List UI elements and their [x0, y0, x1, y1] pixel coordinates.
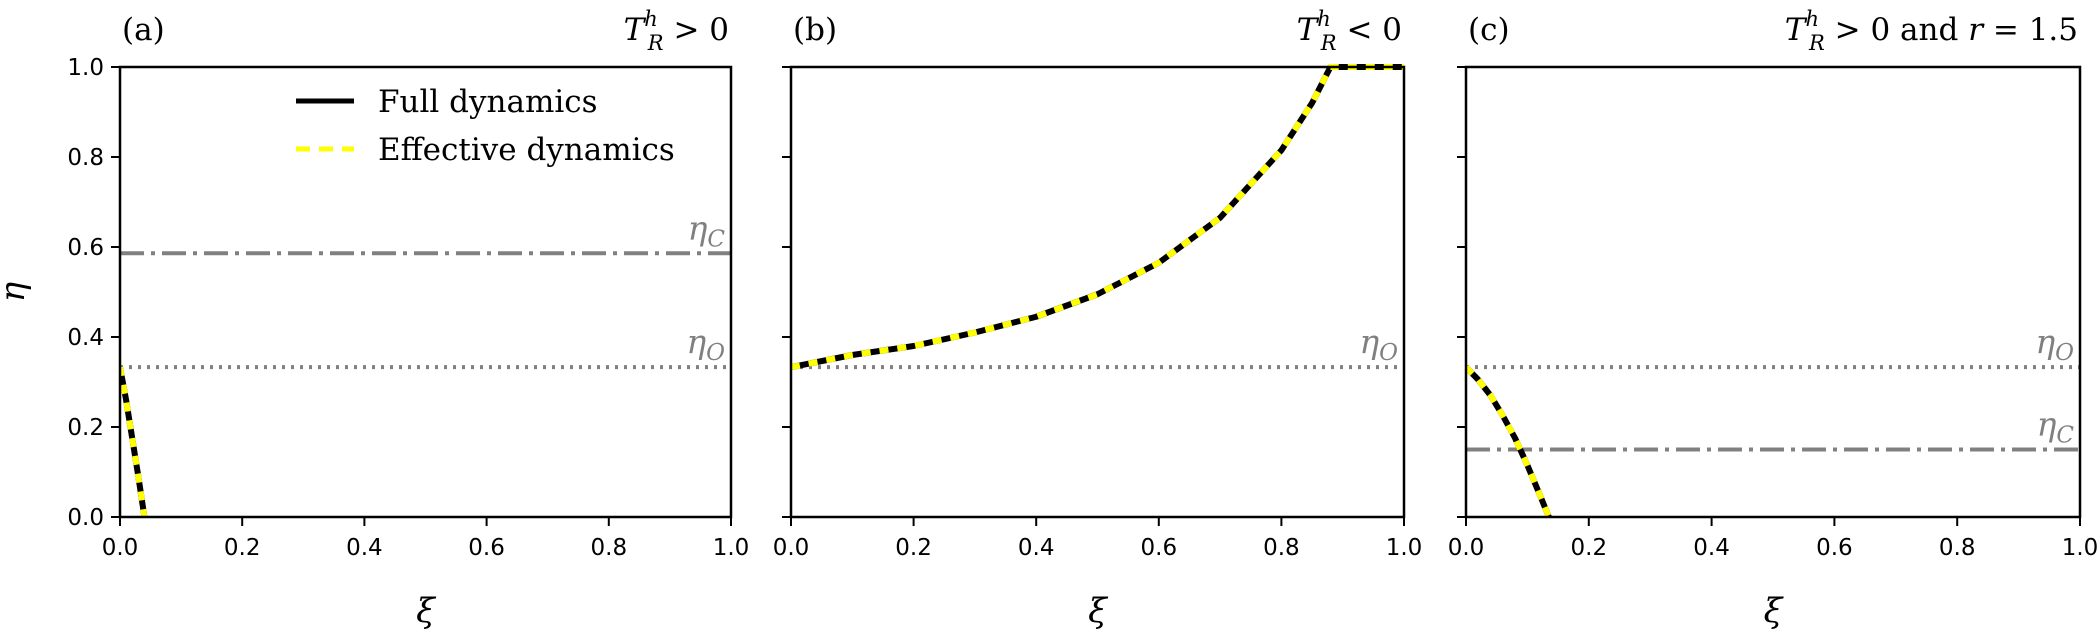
series-effective-dynamics [120, 366, 148, 517]
x-tick-label: 0.0 [102, 535, 139, 561]
x-tick-label: 0.8 [1263, 535, 1300, 561]
x-tick-label: 0.0 [1448, 535, 1485, 561]
panel-condition: Th R > 0 and r = 1.5 [1785, 7, 2078, 55]
ref-label-ηo: ηO [1359, 322, 1398, 366]
series-group [791, 64, 1404, 371]
legend-label: Full dynamics [378, 84, 598, 120]
y-tick-label: 0.8 [67, 145, 104, 171]
legend-label: Effective dynamics [378, 132, 675, 168]
x-tick-label: 0.4 [1018, 535, 1055, 561]
y-axis-label: η [0, 281, 33, 302]
x-axis-label: ξ [1088, 591, 1109, 630]
panel-condition: Th R < 0 [1297, 7, 1402, 55]
x-tick-label: 0.6 [468, 535, 505, 561]
series-effective-dynamics [1466, 365, 1552, 517]
x-axis-label: ξ [416, 591, 437, 630]
x-tick-label: 0.2 [1571, 535, 1608, 561]
x-tick-label: 0.6 [1816, 535, 1853, 561]
x-tick-label: 1.0 [1386, 535, 1423, 561]
axes-frame [118, 65, 733, 519]
series-group [1466, 365, 1552, 517]
x-axis-label: ξ [1764, 591, 1785, 630]
ref-label-ηc: ηC [688, 208, 726, 252]
y-tick-label: 0.0 [67, 505, 104, 531]
series-full-dynamics [791, 64, 1404, 371]
legend: Full dynamics Effective dynamics [296, 84, 675, 168]
x-tick-label: 0.8 [591, 535, 628, 561]
y-tick-label: 0.4 [67, 325, 104, 351]
x-tick-label: 1.0 [2062, 535, 2099, 561]
panel-tag: (c) [1468, 12, 1510, 48]
x-tick-label: 0.2 [895, 535, 932, 561]
x-tick-label: 0.4 [346, 535, 383, 561]
ref-label-ηo: ηO [686, 322, 725, 366]
x-tick-label: 0.0 [773, 535, 810, 561]
series-effective-dynamics [791, 64, 1404, 371]
x-tick-label: 0.4 [1693, 535, 1730, 561]
panel-tag: (a) [122, 12, 165, 48]
panel-c: ηO ηC 0.0 0.2 0.4 0.6 0.8 1.0 ξ (c) Th R > 0 and r … [1448, 7, 2099, 630]
panel-condition: Th R > 0 [624, 7, 729, 55]
axes-frame [789, 65, 1406, 519]
panel-a: ηC ηO 0.0 0.2 0.4 0.6 0.8 1.0 0.0 0.2 0.4 0.6 0.8 1.0… [0, 7, 749, 630]
panel-tag: (b) [793, 12, 837, 48]
axes-frame [1464, 65, 2082, 519]
ref-label-ηo: ηO [2035, 322, 2074, 366]
y-tick-label: 1.0 [67, 55, 104, 81]
y-tick-label: 0.2 [67, 415, 104, 441]
x-tick-label: 0.2 [224, 535, 261, 561]
x-tick-label: 0.8 [1939, 535, 1976, 561]
x-tick-label: 1.0 [713, 535, 750, 561]
panel-b: ηO 0.0 0.2 0.4 0.6 0.8 1.0 ξ (b) Th R < 0 [773, 7, 1423, 630]
ref-label-ηc: ηC [2037, 405, 2075, 449]
series-group [120, 366, 148, 517]
y-tick-label: 0.6 [67, 235, 104, 261]
x-tick-label: 0.6 [1141, 535, 1178, 561]
